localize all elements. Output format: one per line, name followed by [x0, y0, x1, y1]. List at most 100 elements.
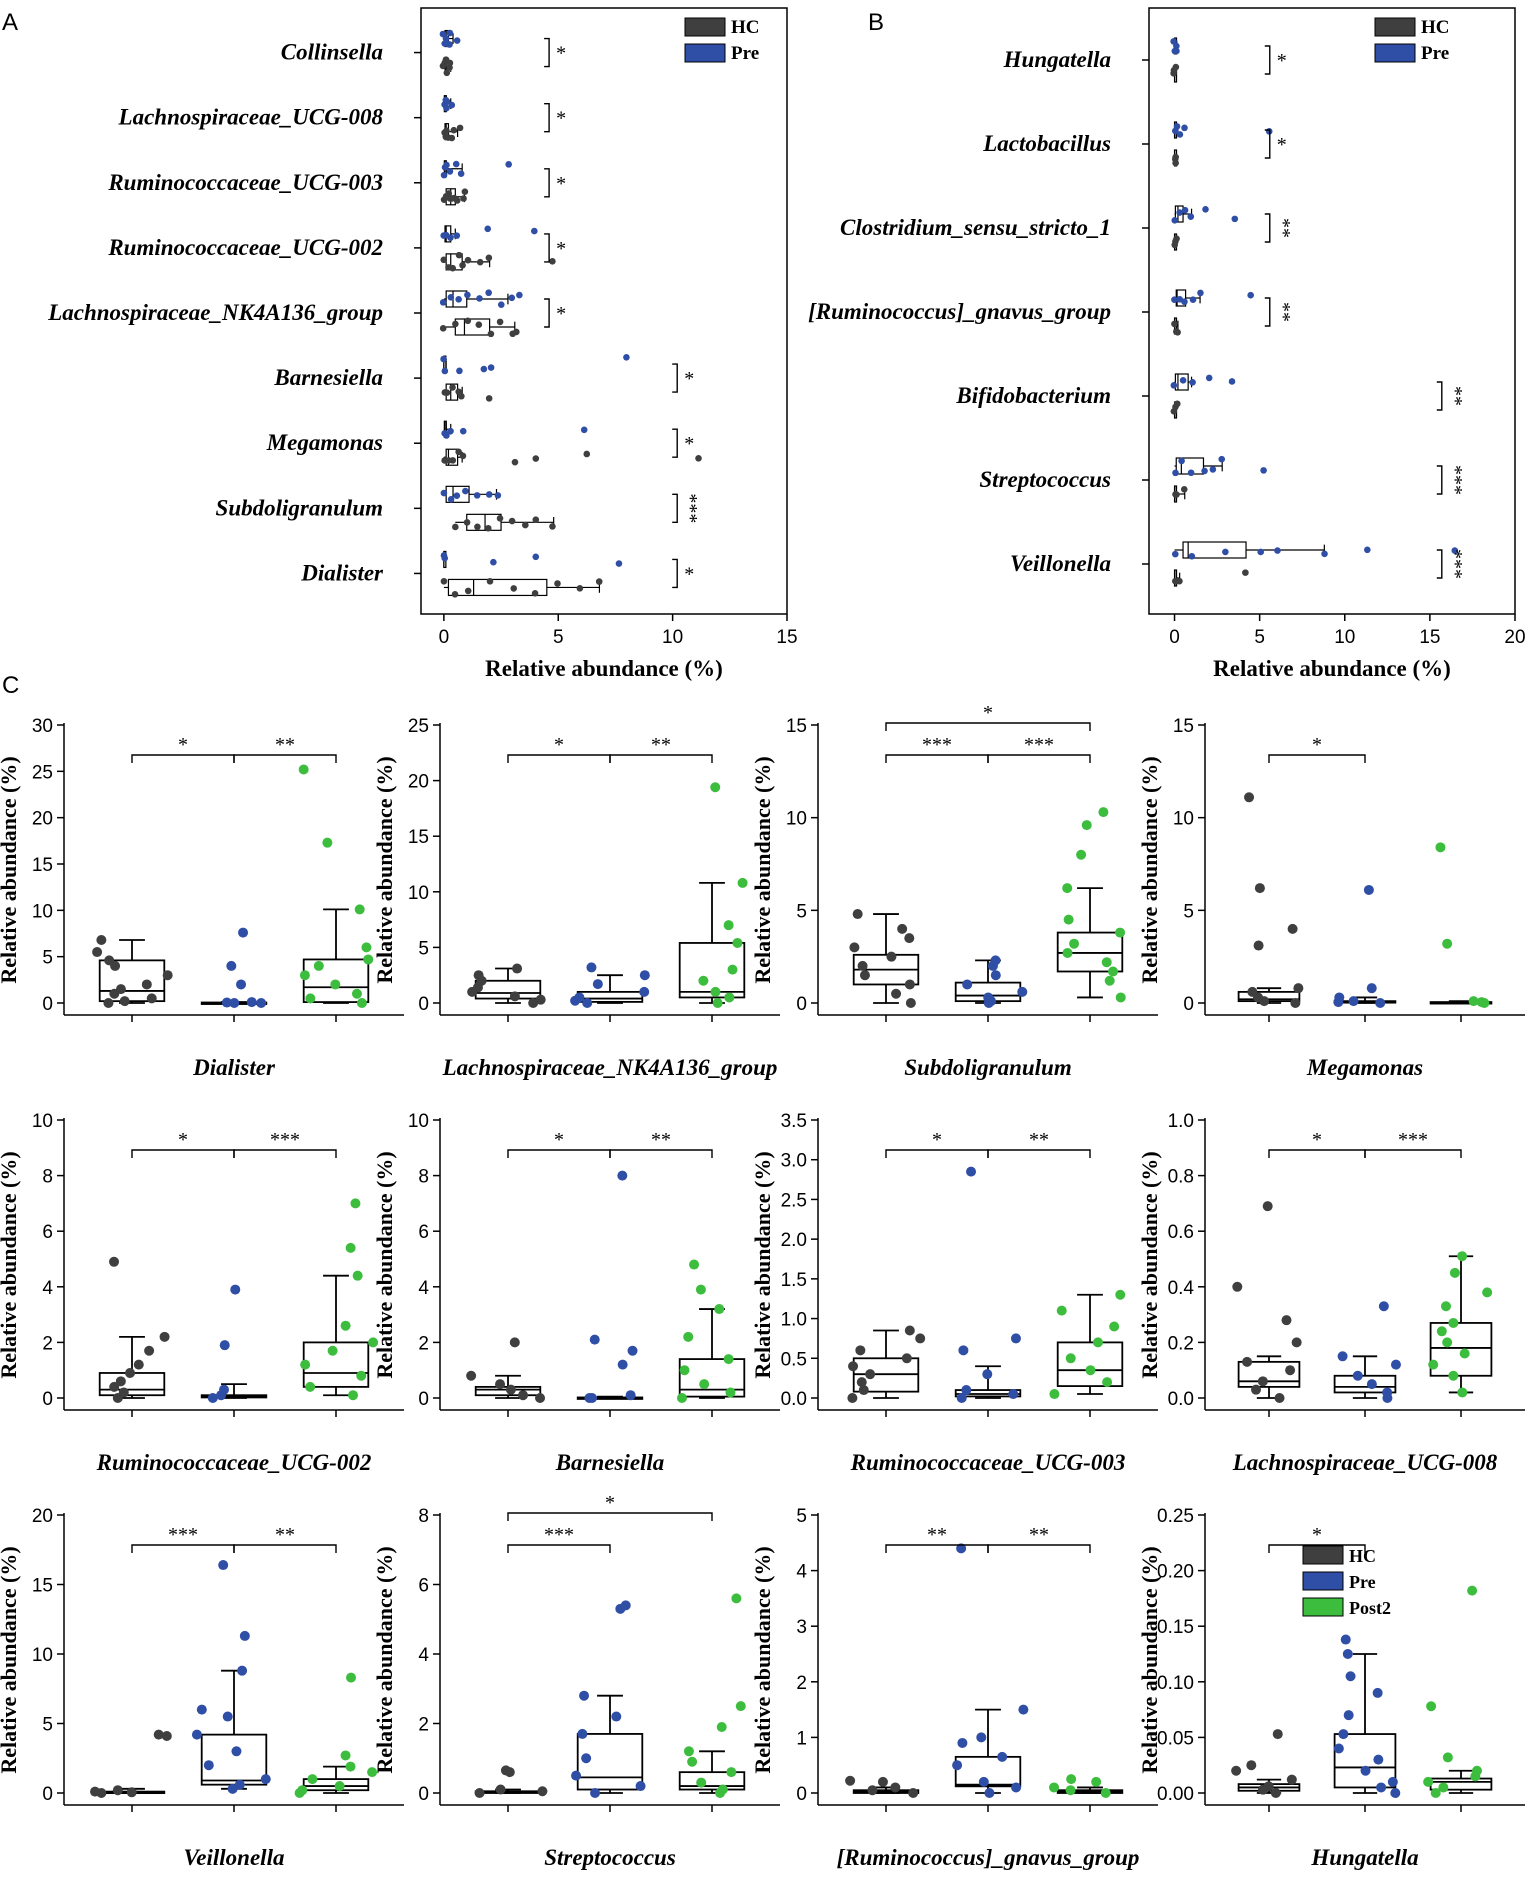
point-pre — [219, 1340, 230, 1351]
y-tick-label: 0 — [42, 1784, 53, 1805]
subplot-subdoligranulum: 0 5 10 15 Relative abundance (%) Subdoligranu… — [750, 702, 1158, 1080]
point-hc — [1291, 1337, 1302, 1348]
significance-label: *** — [679, 493, 701, 523]
point-post2 — [1115, 927, 1126, 938]
legend-swatch-hc — [1374, 17, 1416, 37]
point-hc — [459, 261, 466, 269]
point-pre — [1176, 209, 1183, 216]
y-tick-label: 3.5 — [781, 1111, 807, 1132]
legend-swatch-hc — [1302, 1545, 1344, 1565]
point-pre — [990, 970, 1001, 981]
y-tick-label: 0 — [796, 1784, 807, 1805]
point-hc — [456, 124, 464, 132]
point-post2 — [367, 1767, 378, 1778]
significance-bracket — [987, 754, 1091, 763]
point-post2 — [723, 1354, 734, 1365]
point-post2 — [1062, 947, 1073, 958]
point-pre — [1187, 469, 1195, 477]
x-axis-title: Relative abundance (%) — [1213, 656, 1451, 681]
point-post2 — [1076, 849, 1087, 860]
point-post2 — [689, 1259, 700, 1270]
point-post2 — [1065, 1785, 1076, 1796]
point-pre — [590, 1788, 601, 1798]
significance-bracket — [885, 1149, 989, 1158]
category-label-dialister: Dialister — [300, 560, 384, 585]
point-hc — [125, 1367, 136, 1378]
point-hc — [847, 1393, 858, 1403]
point-post2 — [727, 964, 738, 975]
point-pre — [1274, 547, 1281, 554]
y-tick-label: 5 — [796, 1506, 807, 1527]
y-tick-label: 10 — [32, 901, 53, 922]
significance-bracket — [885, 754, 989, 763]
point-pre — [448, 101, 456, 109]
subplot-title-subdoligranulum: Subdoligranulum — [904, 1055, 1071, 1080]
y-tick-label: 0 — [42, 1389, 53, 1410]
y-axis-title: Relative abundance (%) — [750, 1546, 775, 1773]
y-axis-title: Relative abundance (%) — [1137, 1151, 1162, 1378]
category-label-clostridium-sensu-stricto-1: Clostridium_sensu_stricto_1 — [840, 215, 1111, 240]
point-hc — [486, 578, 494, 585]
point-pre — [966, 1166, 977, 1177]
point-pre — [990, 955, 1001, 966]
point-hc — [905, 998, 916, 1008]
point-pre — [1348, 996, 1359, 1007]
subplot-title-dialister: Dialister — [192, 1055, 276, 1080]
point-hc — [459, 452, 467, 460]
point-hc — [908, 1788, 919, 1798]
point-pre — [574, 992, 585, 1003]
point-pre — [531, 227, 538, 235]
point-hc — [1251, 1384, 1262, 1395]
point-hc — [512, 963, 523, 974]
significance-label: * — [178, 1129, 188, 1151]
point-pre — [1173, 42, 1180, 50]
point-pre — [1181, 124, 1188, 132]
point-post2 — [1102, 1377, 1113, 1388]
significance-bracket — [1364, 1149, 1462, 1158]
significance-bracket — [1436, 549, 1443, 579]
y-tick-label: 0.25 — [1157, 1506, 1194, 1527]
point-hc — [509, 1337, 520, 1348]
point-post2 — [340, 1320, 351, 1331]
point-hc — [473, 970, 484, 981]
point-pre — [234, 1779, 245, 1790]
y-axis-title: Relative abundance (%) — [1137, 756, 1162, 983]
point-pre — [457, 170, 465, 177]
point-hc — [450, 126, 458, 134]
point-post2 — [725, 1387, 736, 1398]
point-hc — [1270, 1788, 1281, 1798]
point-post2 — [1457, 1251, 1468, 1262]
point-pre — [497, 301, 505, 308]
point-hc — [162, 970, 173, 981]
point-pre — [577, 1728, 588, 1739]
point-pre — [958, 1345, 969, 1356]
x-tick-label: 5 — [553, 627, 564, 648]
significance-label: * — [1312, 1129, 1322, 1151]
y-tick-label: 0 — [418, 1389, 429, 1410]
y-tick-label: 2 — [42, 1333, 53, 1354]
point-hc — [115, 984, 126, 995]
point-hc — [455, 448, 462, 456]
y-tick-label: 0.10 — [1157, 1673, 1194, 1694]
point-hc — [1272, 1729, 1283, 1740]
point-post2 — [1426, 1701, 1437, 1712]
point-pre — [1222, 548, 1229, 556]
point-pre — [473, 492, 481, 499]
significance-bracket — [507, 1512, 713, 1521]
point-post2 — [735, 1701, 746, 1712]
point-post2 — [731, 1593, 742, 1604]
point-post2 — [724, 992, 735, 1003]
y-tick-label: 2 — [418, 1333, 429, 1354]
y-tick-label: 10 — [32, 1111, 53, 1132]
point-hc — [855, 1345, 866, 1356]
point-post2 — [687, 1756, 698, 1767]
subplot-title-streptococcus: Streptococcus — [544, 1845, 676, 1870]
significance-label: * — [554, 734, 564, 756]
point-pre — [1345, 1671, 1356, 1682]
point-pre — [1173, 123, 1181, 130]
point-post2 — [1442, 938, 1453, 949]
point-hc — [537, 1786, 548, 1797]
significance-label: * — [1277, 134, 1287, 156]
point-pre — [615, 560, 623, 567]
y-tick-label: 8 — [42, 1167, 53, 1188]
